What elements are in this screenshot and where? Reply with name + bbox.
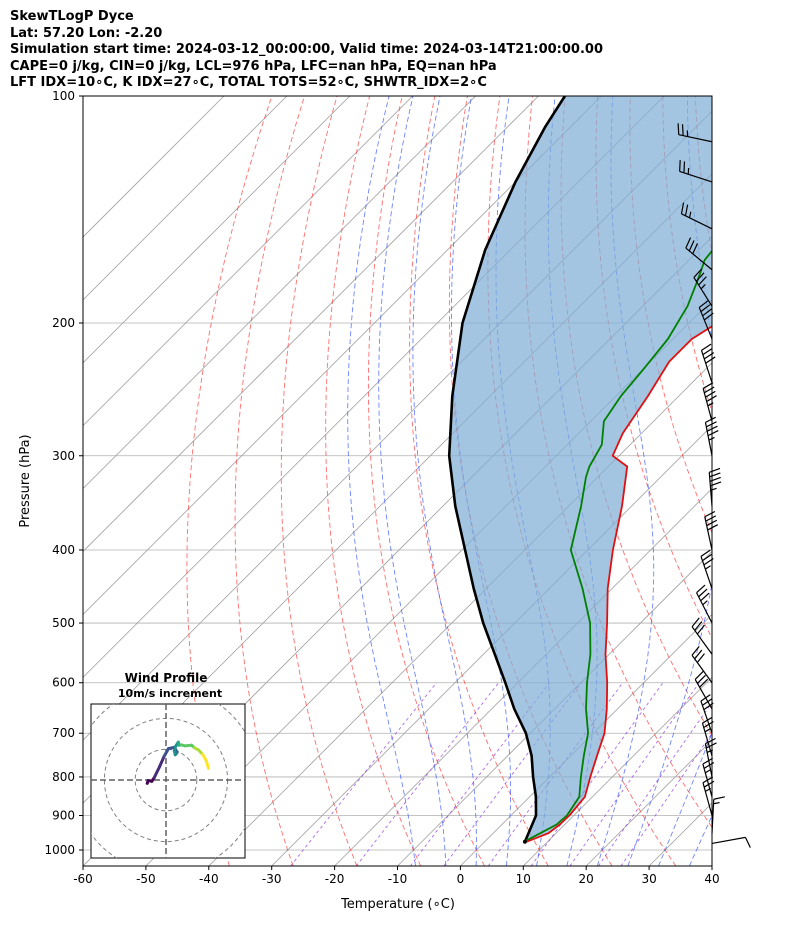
header-stability-indices: CAPE=0 j/kg, CIN=0 j/kg, LCL=976 hPa, LF… xyxy=(10,58,497,74)
wind-barb xyxy=(711,836,751,848)
hodograph-segment xyxy=(158,754,166,769)
wind-barb xyxy=(694,670,713,710)
isotherm-line xyxy=(271,425,712,866)
profile-lines xyxy=(447,96,712,844)
x-tick-label: -50 xyxy=(136,872,156,886)
wind-barb xyxy=(696,584,713,624)
x-tick-label: 10 xyxy=(516,872,531,886)
header-title: SkewTLogP Dyce xyxy=(10,9,134,24)
x-tick-label: 40 xyxy=(704,872,719,886)
axes: -60 -50 -40 -30 -20 -10 0 10 20 30 40 1000 900 800 700… xyxy=(44,89,719,886)
x-tick-label: -40 xyxy=(199,872,219,886)
x-tick-label: -30 xyxy=(262,872,282,886)
isotherm-line xyxy=(83,96,539,553)
cape-area-fill xyxy=(449,96,712,842)
isotherm-line xyxy=(83,96,225,238)
wind-barb xyxy=(679,160,713,183)
y-tick-label: 900 xyxy=(52,809,75,823)
wind-barb xyxy=(700,549,714,589)
moist-adiabat xyxy=(412,96,477,866)
y-tick-label: 800 xyxy=(52,770,75,784)
hodograph-frame xyxy=(90,703,246,859)
y-tick-label: 300 xyxy=(52,449,75,463)
dry-adiabat xyxy=(280,96,358,866)
wind-barb xyxy=(685,237,713,271)
wind-barb xyxy=(693,268,713,307)
hodograph-segment xyxy=(152,765,162,780)
isotherm-line xyxy=(83,96,413,427)
dry-adiabat xyxy=(761,96,794,866)
hodograph-title: Wind Profile xyxy=(125,671,208,685)
temperature-profile-line xyxy=(526,325,712,843)
mixing-ratio-line xyxy=(620,732,712,866)
header-times: Simulation start time: 2024-03-12_00:00:… xyxy=(10,42,603,57)
x-tick-label: 20 xyxy=(579,872,594,886)
dry-adiabat xyxy=(367,96,485,866)
wind-barb xyxy=(711,796,726,834)
moist-adiabat xyxy=(752,96,794,866)
wind-barb xyxy=(680,202,713,230)
moist-adiabat xyxy=(347,96,416,866)
isotherm-line xyxy=(334,488,712,866)
mixing-ratio-line xyxy=(598,701,712,866)
dry-adiabat xyxy=(662,96,712,414)
wind-barb xyxy=(691,617,713,655)
parcel-origin-point xyxy=(522,839,527,844)
hodograph-ring xyxy=(134,748,198,812)
moist-adiabat xyxy=(627,96,712,866)
moist-adiabat xyxy=(720,96,794,866)
parcel-profile-line xyxy=(447,96,566,843)
y-tick-label: 500 xyxy=(52,616,75,630)
header-location: Lat: 57.20 Lon: -2.20 xyxy=(10,25,163,41)
hodograph: Wind Profile 10m/s increment xyxy=(90,671,246,859)
isotherm-line xyxy=(83,96,602,615)
moist-adiabat xyxy=(658,731,712,866)
y-tick-label: 200 xyxy=(52,316,75,330)
wind-barb xyxy=(691,645,713,684)
x-axis-label: Temperature (∘C) xyxy=(340,897,455,912)
y-tick-label: 400 xyxy=(52,543,75,557)
wind-barb xyxy=(708,467,722,507)
dewpoint-profile-line xyxy=(523,249,712,843)
y-tick-label: 700 xyxy=(52,726,75,740)
isotherm-line xyxy=(711,865,712,866)
hodograph-segment xyxy=(204,759,211,770)
x-tick-label: 0 xyxy=(457,872,465,886)
y-tick-label: 600 xyxy=(52,676,75,690)
wind-barb xyxy=(698,300,714,340)
dry-adiabat xyxy=(234,96,305,866)
dry-adiabat xyxy=(728,96,794,866)
x-tick-label: -20 xyxy=(325,872,345,886)
isotherm-line xyxy=(523,676,712,866)
y-tick-label: 1000 xyxy=(44,843,75,857)
mixing-ratio-line xyxy=(355,682,499,866)
wind-barbs xyxy=(677,123,751,848)
x-tick-label: 30 xyxy=(641,872,656,886)
cape-area xyxy=(449,96,712,842)
header-thermo-indices: LFT IDX=10∘C, K IDX=27∘C, TOTAL TOTS=52∘… xyxy=(10,75,487,90)
dry-adiabat xyxy=(325,96,422,866)
moist-adiabat xyxy=(378,96,447,866)
isotherm-line xyxy=(83,96,476,490)
mixing-ratio-line xyxy=(290,682,437,866)
mixing-ratio-line xyxy=(569,682,700,866)
x-tick-label: -10 xyxy=(388,872,408,886)
x-tick-label: -60 xyxy=(73,872,93,886)
dry-adiabat xyxy=(186,96,273,866)
hodograph-subtitle: 10m/s increment xyxy=(118,687,222,700)
wind-barb xyxy=(677,123,713,143)
y-axis-label: Pressure (hPa) xyxy=(18,434,33,527)
isotherm-line xyxy=(83,96,288,301)
chart-header: SkewTLogP Dyce Lat: 57.20 Lon: -2.20 Sim… xyxy=(10,9,603,92)
dry-adiabat xyxy=(409,96,549,866)
y-tick-label: 100 xyxy=(52,89,75,103)
wind-barb xyxy=(700,343,716,383)
isotherm-line xyxy=(83,96,351,364)
